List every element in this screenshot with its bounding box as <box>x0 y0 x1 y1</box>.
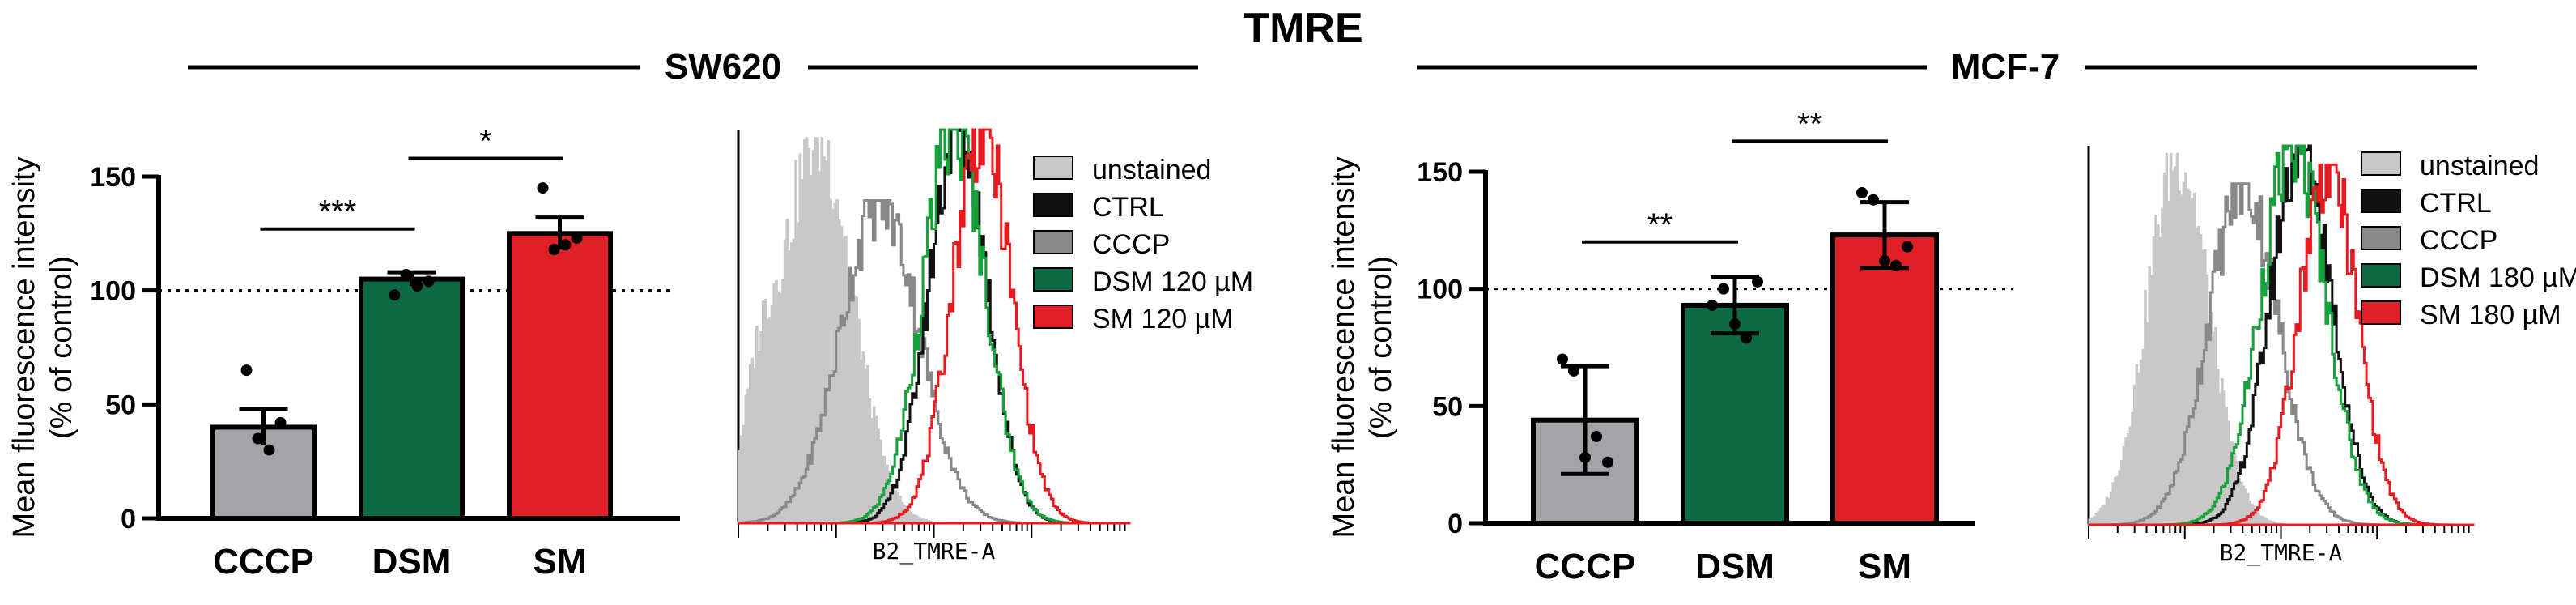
data-point <box>1591 430 1602 442</box>
data-point <box>548 244 560 256</box>
category-label: SM <box>1858 547 1911 586</box>
hist-sm <box>738 128 1131 525</box>
y-tick-label: 0 <box>1447 509 1463 539</box>
data-point <box>1752 275 1763 288</box>
legend-swatch <box>2361 189 2401 213</box>
data-point <box>1856 187 1868 199</box>
bar-dsm <box>1681 302 1789 526</box>
legend-swatch <box>1033 305 1073 329</box>
legend-swatch <box>1033 156 1073 180</box>
category-label: CCCP <box>213 542 314 582</box>
legend-label: CTRL <box>2420 188 2492 219</box>
data-point <box>252 432 264 445</box>
data-point <box>263 444 275 456</box>
significance-label: ** <box>1797 106 1822 142</box>
data-point <box>274 416 287 428</box>
data-point <box>559 239 572 251</box>
legend-label: SM 180 µM <box>2420 300 2561 330</box>
data-point <box>411 280 423 292</box>
legend-swatch <box>2361 263 2401 288</box>
legend-label: DSM 120 µM <box>1092 266 1253 297</box>
data-point <box>1879 254 1890 266</box>
significance-label: ** <box>1647 207 1673 243</box>
panel-header-sw620: SW620 <box>188 47 1198 87</box>
y-tick-label: 50 <box>1432 391 1463 422</box>
data-point <box>1568 364 1579 377</box>
histogram-sw620: B2_TMRE-A <box>737 128 1131 565</box>
bar-sm <box>1830 232 1939 526</box>
legend-label: CCCP <box>2420 225 2497 256</box>
data-point <box>1707 299 1718 311</box>
legend-swatch <box>1033 267 1073 292</box>
y-tick-label: 100 <box>90 276 136 307</box>
legend-label: SM 120 µM <box>1092 304 1234 334</box>
y-tick-label: 0 <box>121 504 136 535</box>
legend-label: DSM 180 µM <box>2420 262 2576 293</box>
category-label: DSM <box>372 542 452 582</box>
y-axis-label-sub: (% of control) <box>45 256 79 439</box>
data-point <box>1890 259 1902 271</box>
data-point <box>1579 451 1591 463</box>
y-axis-label: Mean fluorescence intensity <box>7 156 41 538</box>
y-axis-label: Mean fluorescence intensity <box>1327 156 1361 538</box>
histogram-mcf7: B2_TMRE-A <box>2087 144 2475 567</box>
data-point <box>1868 194 1879 206</box>
data-point <box>1741 332 1752 344</box>
data-point <box>1902 241 1913 253</box>
y-tick-label: 100 <box>1417 275 1463 305</box>
category-label: DSM <box>1695 547 1775 586</box>
hist-sm <box>2089 163 2475 526</box>
panel-title-mcf7: MCF-7 <box>1951 47 2060 87</box>
y-tick-label: 150 <box>1417 157 1463 188</box>
legend-sw620: unstained CTRL CCCP DSM 120 µM SM 120 µM <box>1033 155 1253 334</box>
legend-swatch <box>1033 193 1073 217</box>
legend-label: unstained <box>1092 155 1211 185</box>
significance-label: * <box>479 123 492 159</box>
bar-chart-sw620: 0 50 100 150 Mean fluorescence intensity (% o… <box>7 123 680 582</box>
panel-header-mcf7: MCF-7 <box>1417 47 2477 87</box>
hist-unstained <box>2088 152 2473 526</box>
legend-swatch <box>2361 151 2401 176</box>
y-tick-label: 150 <box>90 162 136 193</box>
panel-title-sw620: SW620 <box>665 47 781 87</box>
histogram-x-label: B2_TMRE-A <box>2220 539 2343 567</box>
bar-sm <box>507 231 613 521</box>
legend-label: unstained <box>2420 151 2539 181</box>
data-point <box>423 275 435 288</box>
data-point <box>537 182 549 194</box>
y-tick-label: 50 <box>105 390 136 420</box>
category-label: CCCP <box>1535 547 1636 586</box>
data-point <box>1602 456 1613 468</box>
data-point <box>1729 318 1741 330</box>
data-point <box>240 364 253 377</box>
figure-title: TMRE <box>1243 5 1362 52</box>
significance-label: *** <box>319 194 357 230</box>
bar-chart-mcf7: 0 50 100 150 Mean fluorescence intensity (% o… <box>1327 106 2013 586</box>
y-axis-label-sub: (% of control) <box>1364 256 1398 439</box>
legend-swatch <box>1033 230 1073 254</box>
data-point <box>389 289 401 301</box>
bar-dsm <box>359 276 465 521</box>
legend-mcf7: unstained CTRL CCCP DSM 180 µM SM 180 µM <box>2361 151 2576 330</box>
category-label: SM <box>533 542 587 582</box>
data-point <box>1557 353 1568 365</box>
data-point <box>400 268 412 280</box>
data-point <box>1718 283 1729 295</box>
legend-swatch <box>2361 300 2401 325</box>
histogram-x-label: B2_TMRE-A <box>873 538 996 565</box>
data-point <box>571 232 583 244</box>
legend-label: CCCP <box>1092 229 1170 260</box>
legend-swatch <box>2361 226 2401 250</box>
legend-label: CTRL <box>1092 192 1164 223</box>
